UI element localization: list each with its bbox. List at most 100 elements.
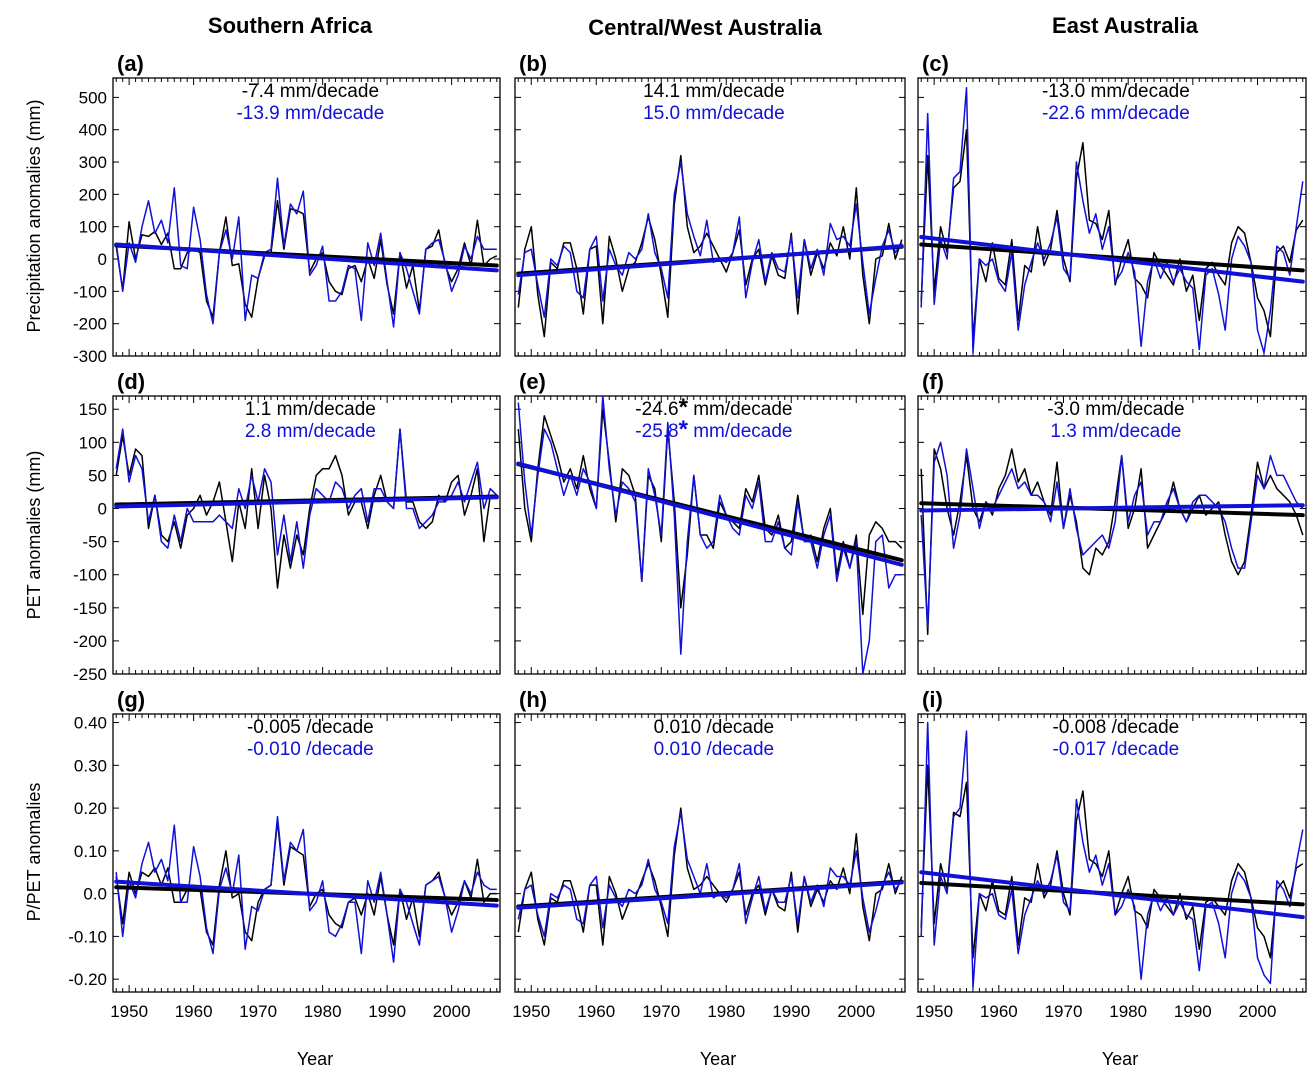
panel-h: 1950 1960 1970 1980 1990 2000 (h) 0.010 /decade… xyxy=(512,687,906,1021)
series-blue-line-f xyxy=(920,441,1304,629)
panel-frame-f xyxy=(917,395,1307,675)
row-ylabel-3: P/PET anomalies xyxy=(24,783,44,922)
xlabel-col-1: Year xyxy=(297,1049,333,1069)
trend-blue-line-h xyxy=(516,880,904,910)
x-tick-label: 2000 xyxy=(433,1002,471,1021)
column-title-3: East Australia xyxy=(1052,13,1199,38)
panel-d: 150 100 50 0 -50 -100 -150 -200 -250 (d) 1.1 mm/de… xyxy=(73,369,501,684)
y-tick-label: 400 xyxy=(79,121,107,140)
y-tick-label: -200 xyxy=(73,315,107,334)
trend-blue-text-g: -0.010 /decade xyxy=(247,739,374,760)
y-tick-label: -100 xyxy=(73,566,107,585)
trend-blue-line-g xyxy=(114,879,499,908)
series-black-line-i xyxy=(920,764,1304,959)
series-blue-line-i xyxy=(920,721,1304,989)
panel-i: 1950 1960 1970 1980 1990 2000 (i) -0.008 /decad… xyxy=(915,687,1307,1021)
trend-blue-line-b xyxy=(516,244,904,278)
panel-plot-area-e xyxy=(516,396,904,674)
panel-plot-area-d xyxy=(114,428,499,589)
y-tick-label: 300 xyxy=(79,153,107,172)
x-tick-label: 1980 xyxy=(707,1002,745,1021)
panel-plot-area-b xyxy=(516,154,904,338)
trend-blue-text-f: 1.3 mm/decade xyxy=(1050,421,1181,442)
x-tick-label: 1990 xyxy=(772,1002,810,1021)
y-tick-label: 0 xyxy=(98,500,107,519)
panel-label-h: (h) xyxy=(519,687,547,712)
trend-blue-line-d xyxy=(114,495,499,509)
panel-frame-a xyxy=(112,77,501,357)
y-tick-label: 0.40 xyxy=(74,714,107,733)
panel-plot-area-c xyxy=(919,86,1305,354)
x-tick-label: 1950 xyxy=(512,1002,550,1021)
y-tick-label: 0 xyxy=(98,250,107,269)
y-tick-label: -300 xyxy=(73,347,107,366)
series-blue-line-h xyxy=(517,811,903,938)
trend-black-text-d: 1.1 mm/decade xyxy=(245,399,376,420)
x-tick-label: 2000 xyxy=(837,1002,875,1021)
x-tick-label: 1970 xyxy=(642,1002,680,1021)
trend-blue-text-c: -22.6 mm/decade xyxy=(1042,103,1190,124)
panel-label-f: (f) xyxy=(922,369,944,394)
y-tick-label: 0.0 xyxy=(83,885,107,904)
panel-label-a: (a) xyxy=(117,51,144,76)
y-tick-label: 0.10 xyxy=(74,842,107,861)
trend-blue-line-c xyxy=(919,235,1305,284)
panel-frame-h xyxy=(514,713,906,993)
y-tick-label: 100 xyxy=(79,433,107,452)
row-ylabel-1: Precipitation anomalies (mm) xyxy=(24,99,44,332)
panel-frame-i xyxy=(917,713,1307,993)
trend-black-text-a: -7.4 mm/decade xyxy=(242,81,379,102)
y-tick-label: -250 xyxy=(73,665,107,684)
trend-black-text-i: -0.008 /decade xyxy=(1052,717,1179,738)
trend-blue-text-h: 0.010 /decade xyxy=(654,739,774,760)
panel-label-d: (d) xyxy=(117,369,145,394)
y-tick-label: 100 xyxy=(79,218,107,237)
trend-black-text-f: -3.0 mm/decade xyxy=(1047,399,1184,420)
panel-plot-area-h xyxy=(516,807,904,946)
series-blue-line-c xyxy=(920,86,1304,354)
xlabel-col-2: Year xyxy=(700,1049,736,1069)
x-tick-label: 1970 xyxy=(239,1002,277,1021)
panel-a: 500 400 300 200 100 0 -100 -200 -300 (a) -7.4 mm/d… xyxy=(73,51,501,366)
panel-plot-area-g xyxy=(114,815,499,963)
y-tick-label: -0.20 xyxy=(68,970,107,989)
trend-blue-text-b: 15.0 mm/decade xyxy=(643,103,785,124)
panel-label-i: (i) xyxy=(922,687,943,712)
y-tick-label: 150 xyxy=(79,400,107,419)
x-tick-label: 1980 xyxy=(1109,1002,1147,1021)
trend-black-text-e: -24.6* mm/decade xyxy=(635,394,792,421)
column-title-2: Central/West Australia xyxy=(588,15,822,40)
x-tick-label: 1960 xyxy=(980,1002,1018,1021)
panel-plot-area-i xyxy=(919,721,1305,989)
row-ylabel-2: PET anomalies (mm) xyxy=(24,451,44,620)
y-tick-label: 50 xyxy=(88,466,107,485)
panel-plot-area-f xyxy=(919,441,1305,636)
panel-frame-d xyxy=(112,395,501,675)
y-tick-label: -100 xyxy=(73,282,107,301)
column-title-1: Southern Africa xyxy=(208,13,373,38)
x-tick-label: 1980 xyxy=(304,1002,342,1021)
y-tick-label: 200 xyxy=(79,185,107,204)
x-tick-label: 1950 xyxy=(110,1002,148,1021)
panel-label-g: (g) xyxy=(117,687,145,712)
panel-frame-g xyxy=(112,713,501,993)
series-blue-line-a xyxy=(115,177,497,328)
panel-label-e: (e) xyxy=(519,369,546,394)
trend-blue-text-e: -25.8* mm/decade xyxy=(635,416,792,443)
trend-black-text-h: 0.010 /decade xyxy=(654,717,774,738)
panel-plot-area-a xyxy=(114,177,499,328)
series-blue-line-e xyxy=(517,396,902,674)
trend-blue-line-a xyxy=(114,242,499,273)
series-black-line-f xyxy=(920,448,1304,636)
trend-black-text-g: -0.005 /decade xyxy=(247,717,374,738)
trend-blue-line-e xyxy=(516,461,904,567)
panel-c: (c) -13.0 mm/decade-22.6 mm/decade xyxy=(917,51,1307,357)
trend-black-text-b: 14.1 mm/decade xyxy=(643,81,785,102)
panel-e: (e) -24.6* mm/decade-25.8* mm/decade xyxy=(514,369,906,675)
y-tick-label: 0.20 xyxy=(74,799,107,818)
series-black-line-d xyxy=(115,428,497,589)
